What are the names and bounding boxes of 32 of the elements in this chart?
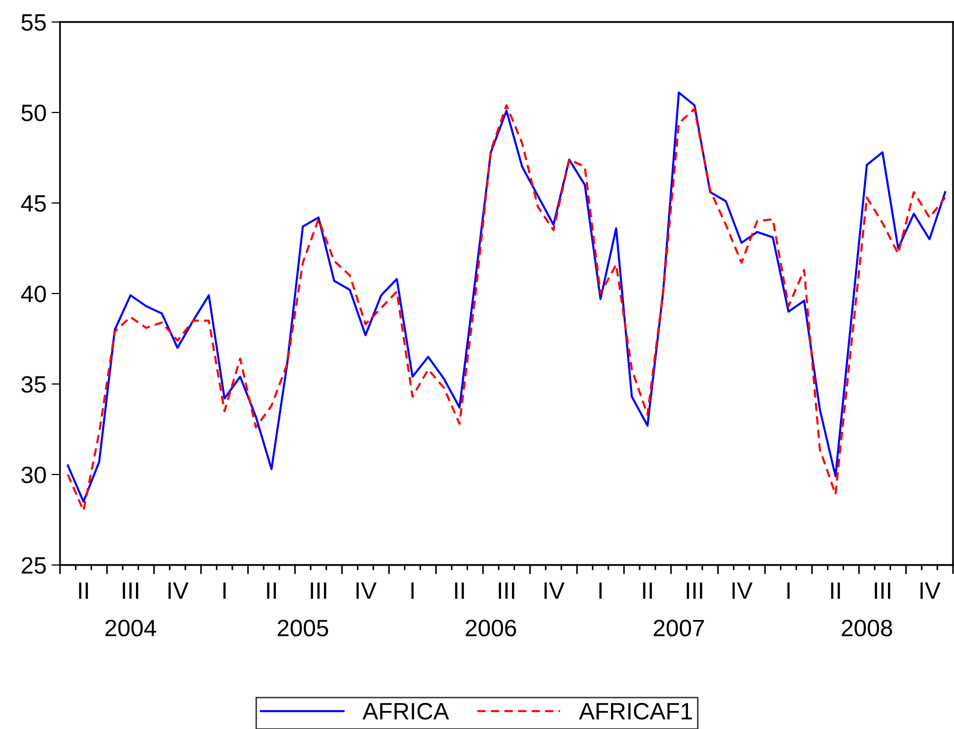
y-tick-label: 35 <box>21 376 46 393</box>
legend-label: AFRICAF1 <box>578 702 692 720</box>
x-tick-label: IV <box>544 582 565 599</box>
x-tick-label: I <box>411 582 414 599</box>
y-tick-label: 30 <box>21 466 46 484</box>
y-tick-label: 40 <box>21 286 46 302</box>
x-tick-label: IV <box>732 582 753 599</box>
x-tick-label: II <box>643 582 652 599</box>
x-tick-label: I <box>599 582 602 599</box>
x-tick-label: I <box>223 582 226 599</box>
x-tick-label: 2007 <box>654 620 704 636</box>
legend-label: AFRICA <box>362 702 450 720</box>
x-tick-label: IV <box>920 582 941 599</box>
y-tick-label: 25 <box>22 557 46 574</box>
y-tick-label: 45 <box>21 195 46 212</box>
x-tick-label: IV <box>168 582 189 599</box>
y-tick-label: 55 <box>21 14 46 31</box>
x-tick-label: 2005 <box>278 620 328 636</box>
x-tick-label: III <box>874 582 890 599</box>
x-tick-label: I <box>787 582 790 599</box>
x-tick-label: III 2004 <box>105 582 156 636</box>
x-tick-label: III <box>686 582 702 599</box>
x-tick-label: 2006 <box>466 620 516 636</box>
x-tick-label: II <box>79 582 88 599</box>
x-tick-label: 2008 <box>842 620 892 636</box>
x-tick-label: IV <box>356 582 377 599</box>
y-tick-label: 50 <box>21 104 46 122</box>
x-tick-label: II <box>267 582 276 599</box>
x-tick-label: III <box>310 582 326 599</box>
x-tick-label: II <box>831 582 840 599</box>
x-tick-label: II <box>455 582 464 599</box>
x-tick-label: III <box>498 582 514 599</box>
